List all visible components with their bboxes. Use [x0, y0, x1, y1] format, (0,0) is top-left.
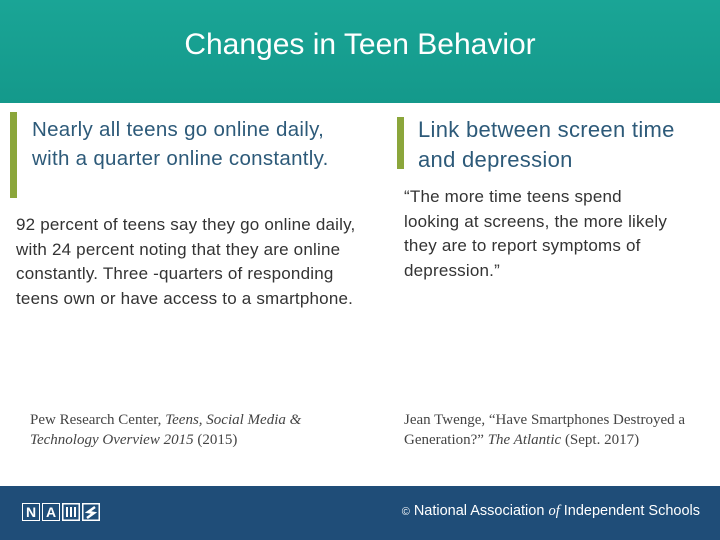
organization-name: © National Association of Independent Sc… [402, 503, 700, 520]
org-text: Independent Schools [559, 503, 700, 519]
logo-stroke [84, 505, 98, 520]
citation-text: Jean Twenge, “Have Smartphones Destroyed… [404, 412, 686, 448]
logo-stroke [66, 507, 68, 517]
footer-band [0, 486, 720, 540]
column-heading: Nearly all teens go online daily, with a… [32, 118, 329, 170]
citation-text: (Sept. 2017) [561, 432, 640, 448]
logo-letter: N [22, 503, 40, 521]
logo-mark [62, 503, 100, 521]
logo-stroke [70, 507, 72, 517]
accent-bar [10, 112, 17, 198]
logo-box [62, 503, 80, 521]
citation: Jean Twenge, “Have Smartphones Destroyed… [404, 410, 689, 450]
logo-stroke [74, 507, 76, 517]
citation-text: Pew Research Center, [30, 412, 166, 428]
citation-title: Teens, Social Media & Technology Overvie… [30, 412, 302, 448]
slide-title: Changes in Teen Behavior [184, 28, 536, 61]
org-text: of [548, 503, 560, 519]
accent-bar [397, 117, 404, 169]
citation-text: (2015) [193, 432, 238, 448]
header-band [0, 0, 720, 103]
logo-box [82, 503, 100, 521]
quote: “The more time teens spend looking at sc… [404, 187, 668, 280]
copyright: © [401, 506, 410, 518]
citation-title: The Atlantic [487, 432, 562, 448]
logo-letter: A [42, 503, 60, 521]
citation: Pew Research Center, Teens, Social Media… [30, 410, 360, 450]
org-text: National Association [413, 503, 549, 519]
column-body: 92 percent of teens say they go online d… [16, 215, 356, 308]
column-heading: Link between screen time and depression [418, 117, 675, 172]
